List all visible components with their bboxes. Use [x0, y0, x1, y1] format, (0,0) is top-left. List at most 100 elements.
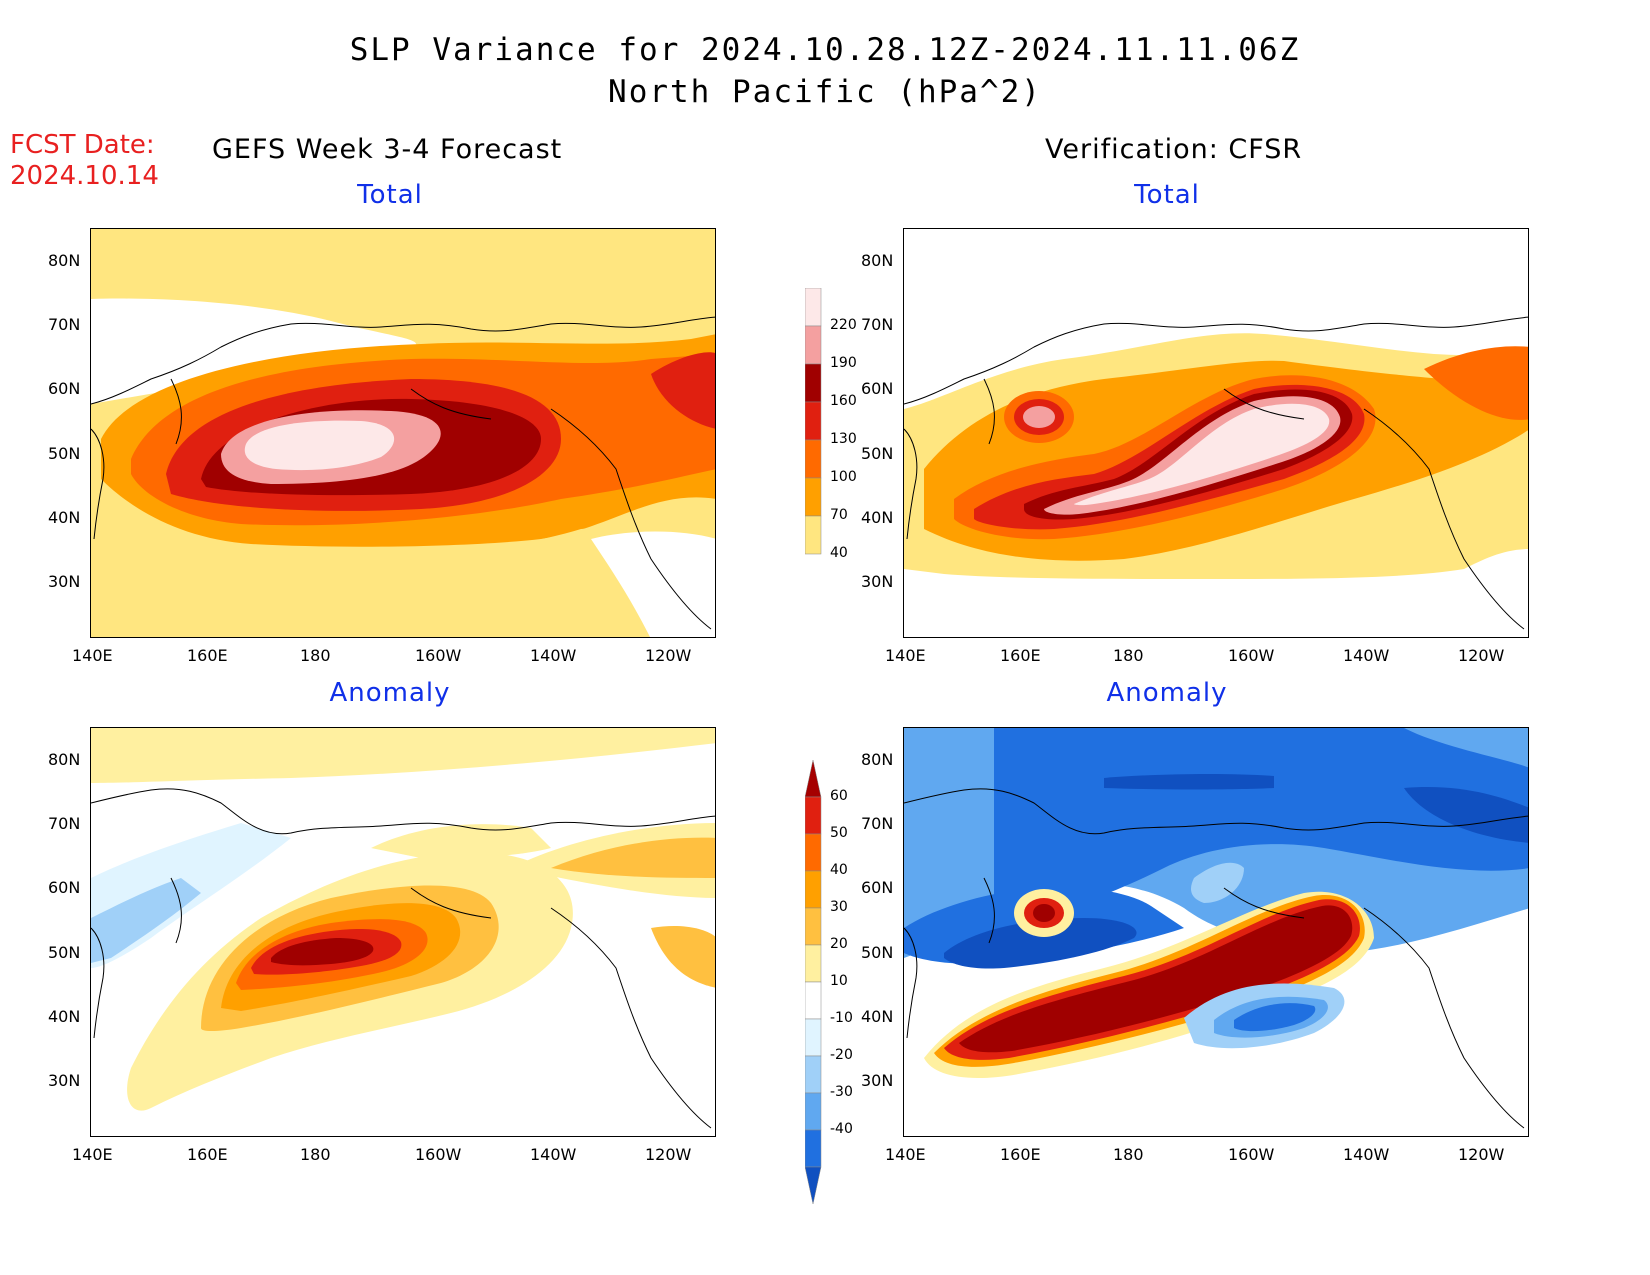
coastline — [91, 316, 715, 630]
lon-label-120w: 120W — [645, 1145, 692, 1164]
colorbar-level-label: -30 — [830, 1084, 853, 1100]
colorbar-level-label: 220 — [830, 317, 857, 333]
colorbar-swatch — [804, 870, 822, 909]
colorbar-level-label: 50 — [830, 825, 848, 841]
lat-label-70n: 70N — [48, 814, 81, 833]
map-verification-total — [903, 228, 1529, 638]
bottom-right-panel-title: Anomaly — [1106, 678, 1228, 708]
colorbar-level-label: 100 — [830, 469, 857, 485]
colorbar-swatch — [804, 907, 822, 946]
lon-label-160w: 160W — [1228, 646, 1275, 665]
colorbar-level-label: 130 — [830, 431, 857, 447]
forecast-anomaly-field — [91, 728, 715, 1136]
top-left-panel-title: Total — [357, 180, 423, 210]
colorbar-swatch — [804, 1129, 822, 1168]
lon-label-140e: 140E — [885, 1145, 926, 1164]
lat-label-30n: 30N — [48, 1071, 81, 1090]
coastline — [904, 788, 1528, 1129]
lat-label-60n: 60N — [861, 878, 894, 897]
lon-label-140w: 140W — [1343, 646, 1390, 665]
colorbar-swatch — [804, 363, 822, 403]
lon-label-140e: 140E — [72, 646, 113, 665]
bottom-left-panel-title: Anomaly — [329, 678, 451, 708]
colorbar-swatch — [804, 759, 822, 798]
colorbar-swatch — [804, 1018, 822, 1057]
colorbar-level-label: -20 — [830, 1047, 853, 1063]
top-right-panel-title: Total — [1134, 180, 1200, 210]
lat-label-40n: 40N — [861, 1007, 894, 1026]
verification-anomaly-field — [904, 728, 1528, 1136]
lat-label-70n: 70N — [861, 315, 894, 334]
verification-total-field — [904, 229, 1528, 637]
main-subtitle: North Pacific (hPa^2) — [608, 74, 1042, 110]
lat-label-40n: 40N — [48, 1007, 81, 1026]
colorbar-swatch — [804, 796, 822, 835]
colorbar-level-label: 10 — [830, 973, 848, 989]
lon-label-140w: 140W — [1343, 1145, 1390, 1164]
lat-label-70n: 70N — [861, 814, 894, 833]
lat-label-80n: 80N — [48, 251, 81, 270]
lon-label-140w: 140W — [530, 1145, 577, 1164]
colorbar-level-label: -10 — [830, 1010, 853, 1026]
lon-label-160w: 160W — [415, 646, 462, 665]
forecast-total-field — [91, 229, 715, 637]
lat-label-70n: 70N — [48, 315, 81, 334]
main-title: SLP Variance for 2024.10.28.12Z-2024.11.… — [349, 32, 1301, 68]
colorbar-swatch — [804, 1092, 822, 1131]
map-forecast-anomaly — [90, 727, 716, 1137]
colorbar-anomaly-swatches — [804, 759, 822, 1205]
colorbar-total-swatches — [804, 287, 822, 555]
lon-label-140e: 140E — [72, 1145, 113, 1164]
colorbar-level-label: 30 — [830, 899, 848, 915]
lat-label-50n: 50N — [861, 444, 894, 463]
colorbar-level-label: 70 — [830, 507, 848, 523]
colorbar-level-label: 40 — [830, 545, 848, 561]
colorbar-level-label: 40 — [830, 862, 848, 878]
coastline — [91, 788, 715, 1129]
colorbar-swatch — [804, 1166, 822, 1205]
lat-label-80n: 80N — [48, 750, 81, 769]
lat-label-80n: 80N — [861, 251, 894, 270]
lon-label-140e: 140E — [885, 646, 926, 665]
fcst-date-block: FCST Date: 2024.10.14 — [10, 130, 159, 192]
lat-label-50n: 50N — [48, 444, 81, 463]
lat-label-50n: 50N — [48, 943, 81, 962]
lon-label-180: 180 — [300, 1145, 331, 1164]
lat-label-30n: 30N — [48, 572, 81, 591]
colorbar-swatch — [804, 439, 822, 479]
lon-label-180: 180 — [1113, 1145, 1144, 1164]
colorbar-swatch — [804, 515, 822, 555]
lon-label-120w: 120W — [645, 646, 692, 665]
colorbar-level-label: 190 — [830, 355, 857, 371]
lon-label-160e: 160E — [187, 646, 228, 665]
lat-label-40n: 40N — [48, 508, 81, 527]
map-verification-anomaly — [903, 727, 1529, 1137]
fcst-date-label: FCST Date: — [10, 130, 155, 160]
colorbar-swatch — [804, 833, 822, 872]
colorbar-swatch — [804, 401, 822, 441]
lat-label-60n: 60N — [861, 379, 894, 398]
lon-label-160w: 160W — [1228, 1145, 1275, 1164]
lon-label-160e: 160E — [187, 1145, 228, 1164]
colorbar-swatch — [804, 287, 822, 327]
lat-label-50n: 50N — [861, 943, 894, 962]
colorbar-swatch — [804, 325, 822, 365]
right-column-heading: Verification: CFSR — [1045, 134, 1303, 165]
map-forecast-total — [90, 228, 716, 638]
lon-label-140w: 140W — [530, 646, 577, 665]
colorbar-level-label: -40 — [830, 1121, 853, 1137]
lat-label-60n: 60N — [48, 878, 81, 897]
lat-label-30n: 30N — [861, 572, 894, 591]
colorbar-level-label: 20 — [830, 936, 848, 952]
coastline — [904, 316, 1528, 630]
lat-label-80n: 80N — [861, 750, 894, 769]
colorbar-total — [804, 287, 865, 613]
lon-label-120w: 120W — [1458, 1145, 1505, 1164]
colorbar-anomaly — [804, 759, 865, 1210]
lat-label-30n: 30N — [861, 1071, 894, 1090]
lon-label-160e: 160E — [1000, 1145, 1041, 1164]
colorbar-swatch — [804, 981, 822, 1020]
lon-label-180: 180 — [300, 646, 331, 665]
lon-label-180: 180 — [1113, 646, 1144, 665]
colorbar-level-label: 160 — [830, 393, 857, 409]
